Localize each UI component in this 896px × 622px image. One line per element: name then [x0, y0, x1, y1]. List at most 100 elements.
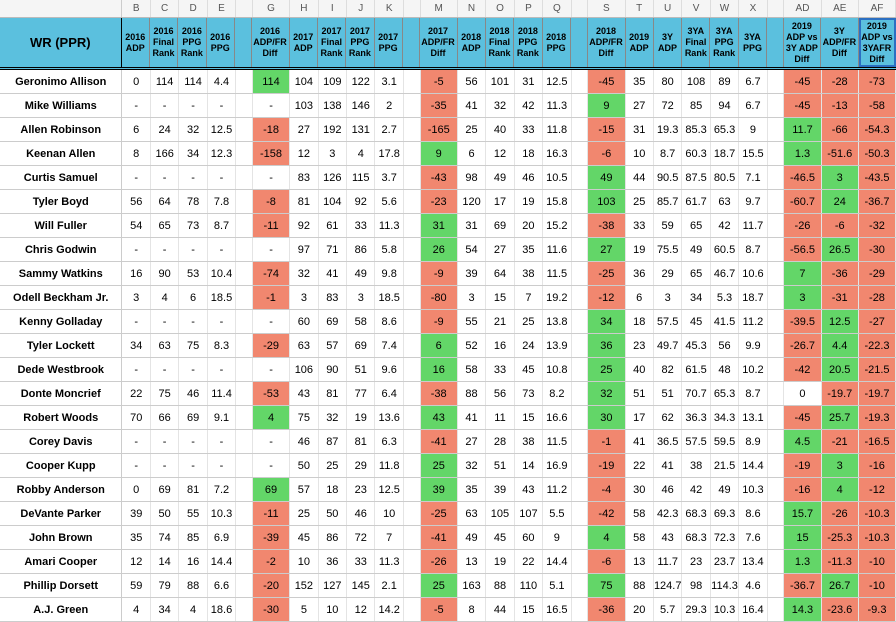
column-letter[interactable]: I [319, 0, 347, 17]
data-cell[interactable]: 9.9 [739, 334, 767, 357]
data-cell[interactable]: 82 [654, 358, 682, 381]
data-cell[interactable]: 36 [626, 262, 654, 285]
data-cell[interactable]: 55 [458, 310, 486, 333]
data-cell[interactable]: 87.5 [682, 166, 710, 189]
data-cell[interactable]: 25 [515, 310, 543, 333]
data-cell[interactable]: 106 [290, 358, 318, 381]
data-cell[interactable]: 60.3 [682, 142, 710, 165]
data-cell[interactable]: 20.5 [822, 358, 859, 381]
data-cell[interactable]: 35 [626, 70, 654, 93]
data-cell[interactable]: 35 [122, 526, 150, 549]
data-cell[interactable]: 10 [626, 142, 654, 165]
data-cell[interactable]: -41 [421, 526, 458, 549]
data-cell[interactable]: 4 [253, 406, 290, 429]
column-letter[interactable]: E [208, 0, 236, 17]
data-cell[interactable]: 69 [347, 334, 375, 357]
data-cell[interactable]: 69 [253, 478, 290, 501]
data-cell[interactable]: 63 [711, 190, 739, 213]
player-name[interactable]: Phillip Dorsett [0, 574, 122, 597]
column-header[interactable]: 2018 PPG [543, 18, 571, 67]
data-cell[interactable]: 10.3 [208, 502, 236, 525]
data-cell[interactable]: 44 [626, 166, 654, 189]
data-cell[interactable]: 8.6 [739, 502, 767, 525]
data-cell[interactable]: 12 [347, 598, 375, 621]
data-cell[interactable]: 104 [319, 190, 347, 213]
data-cell[interactable]: 13.9 [543, 334, 571, 357]
data-cell[interactable]: 7 [515, 286, 543, 309]
data-cell[interactable]: 6 [626, 286, 654, 309]
data-cell[interactable]: 10.6 [739, 262, 767, 285]
data-cell[interactable]: 5.8 [375, 238, 403, 261]
data-cell[interactable]: 18.7 [739, 286, 767, 309]
data-cell[interactable]: - [253, 166, 290, 189]
data-cell[interactable]: 11.8 [543, 118, 571, 141]
data-cell[interactable]: 80.5 [711, 166, 739, 189]
data-cell[interactable]: -30 [859, 238, 896, 261]
data-cell[interactable]: 25 [290, 502, 318, 525]
data-cell[interactable]: -1 [253, 286, 290, 309]
data-cell[interactable]: 65 [682, 262, 710, 285]
data-cell[interactable]: -29 [859, 262, 896, 285]
data-cell[interactable]: 42.3 [654, 502, 682, 525]
data-cell[interactable]: 36.3 [682, 406, 710, 429]
data-cell[interactable]: -21.5 [859, 358, 896, 381]
data-cell[interactable]: -19 [588, 454, 625, 477]
data-cell[interactable]: 75 [290, 406, 318, 429]
data-cell[interactable]: 114 [151, 70, 179, 93]
data-cell[interactable]: 25.7 [822, 406, 859, 429]
data-cell[interactable]: 6.6 [208, 574, 236, 597]
data-cell[interactable]: 57.5 [682, 430, 710, 453]
data-cell[interactable]: 9 [543, 526, 571, 549]
data-cell[interactable]: - [179, 166, 207, 189]
data-cell[interactable]: 36 [588, 334, 625, 357]
data-cell[interactable]: - [253, 238, 290, 261]
data-cell[interactable]: 39 [486, 478, 514, 501]
data-cell[interactable]: 32 [290, 262, 318, 285]
data-cell[interactable]: -16.5 [859, 430, 896, 453]
data-cell[interactable]: -158 [253, 142, 290, 165]
data-cell[interactable]: 14 [151, 550, 179, 573]
data-cell[interactable]: 40 [626, 358, 654, 381]
data-cell[interactable]: -165 [421, 118, 458, 141]
data-cell[interactable]: 8 [458, 598, 486, 621]
data-cell[interactable]: 29 [347, 454, 375, 477]
data-cell[interactable]: 22 [626, 454, 654, 477]
data-cell[interactable]: 138 [319, 94, 347, 117]
data-cell[interactable]: 15 [486, 286, 514, 309]
data-cell[interactable]: 27 [458, 430, 486, 453]
data-cell[interactable]: -23 [421, 190, 458, 213]
column-letter[interactable]: AE [822, 0, 859, 17]
player-name[interactable]: Corey Davis [0, 430, 122, 453]
data-cell[interactable]: -28 [859, 286, 896, 309]
data-cell[interactable]: 33 [486, 358, 514, 381]
player-name[interactable]: Curtis Samuel [0, 166, 122, 189]
data-cell[interactable]: 7.1 [739, 166, 767, 189]
data-cell[interactable]: - [122, 430, 150, 453]
data-cell[interactable]: 10.2 [739, 358, 767, 381]
data-cell[interactable]: -26.7 [784, 334, 821, 357]
data-cell[interactable]: 56 [122, 190, 150, 213]
data-cell[interactable]: 152 [290, 574, 318, 597]
data-cell[interactable]: 13.6 [375, 406, 403, 429]
data-cell[interactable]: 127 [319, 574, 347, 597]
data-cell[interactable]: 59 [654, 214, 682, 237]
data-cell[interactable]: 7.4 [375, 334, 403, 357]
data-cell[interactable]: 145 [347, 574, 375, 597]
data-cell[interactable]: 65.3 [711, 382, 739, 405]
data-cell[interactable]: -25 [588, 262, 625, 285]
data-cell[interactable]: 58 [347, 310, 375, 333]
data-cell[interactable]: 2.1 [375, 574, 403, 597]
data-cell[interactable]: 61 [319, 214, 347, 237]
data-cell[interactable]: 45 [486, 526, 514, 549]
data-cell[interactable]: 33 [347, 214, 375, 237]
data-cell[interactable]: -25.3 [822, 526, 859, 549]
player-name[interactable]: Allen Robinson [0, 118, 122, 141]
data-cell[interactable]: 107 [515, 502, 543, 525]
data-cell[interactable]: -27 [859, 310, 896, 333]
data-cell[interactable]: -6 [822, 214, 859, 237]
data-cell[interactable]: 88 [626, 574, 654, 597]
data-cell[interactable]: 16.9 [543, 454, 571, 477]
data-cell[interactable]: 8.7 [654, 142, 682, 165]
data-cell[interactable]: 8.9 [739, 430, 767, 453]
data-cell[interactable]: 7.2 [208, 478, 236, 501]
